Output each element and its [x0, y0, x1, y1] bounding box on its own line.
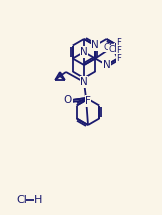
Text: N: N [80, 77, 88, 87]
Text: F: F [116, 54, 121, 63]
Text: CF: CF [104, 43, 115, 52]
Text: CF: CF [108, 45, 120, 54]
Text: F: F [116, 46, 121, 55]
Text: N: N [80, 47, 88, 57]
Text: Cl: Cl [16, 195, 27, 205]
Text: F: F [85, 96, 91, 106]
Text: F: F [116, 38, 121, 47]
Text: N: N [103, 60, 110, 70]
Text: O: O [64, 95, 72, 105]
Text: N: N [91, 40, 99, 51]
Text: H: H [34, 195, 42, 205]
